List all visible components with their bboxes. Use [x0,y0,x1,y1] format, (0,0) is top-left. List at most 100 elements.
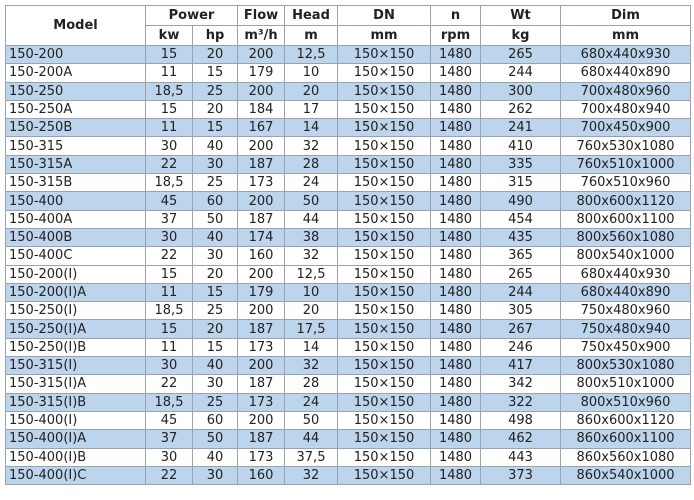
cell-hp: 50 [192,429,238,449]
cell-kw: 22 [145,374,193,394]
cell-model: 150-315(I)B [5,392,146,412]
cell-head: 24 [284,392,338,412]
cell-dim: 750x480x960 [560,301,691,321]
cell-model: 150-315 [5,136,146,156]
cell-kw: 22 [145,246,193,266]
cell-dn: 150×150 [337,410,431,431]
cell-flow: 187 [237,429,285,449]
table-row: 150-400 45 60 200 50 150×150 1480 490 800x600x11… [5,191,691,211]
cell-hp: 25 [192,301,238,321]
cell-flow: 174 [237,227,285,248]
cell-dim: 680x440x890 [560,282,691,303]
cell-dn: 150×150 [337,246,431,266]
cell-weight: 342 [480,374,561,394]
header-speed: n [430,5,481,26]
cell-dn: 150×150 [337,154,431,175]
cell-flow: 173 [237,337,285,358]
cell-hp: 30 [192,246,238,266]
cell-hp: 25 [192,173,238,193]
header-dim: Dim [560,5,691,26]
table-row: 150-400(I)A 37 50 187 44 150×150 1480 462 860x60… [5,429,691,449]
cell-dn: 150×150 [337,465,431,486]
cell-flow: 200 [237,301,285,321]
cell-flow: 200 [237,191,285,211]
cell-weight: 300 [480,81,561,101]
cell-model: 150-200 [5,44,146,65]
cell-dn: 150×150 [337,99,431,120]
table-row: 150-400(I)C 22 30 160 32 150×150 1480 373 860x54… [5,465,691,486]
cell-hp: 15 [192,282,238,303]
cell-flow: 179 [237,282,285,303]
cell-dim: 680x440x930 [560,44,691,65]
cell-head: 14 [284,118,338,138]
cell-head: 10 [284,282,338,303]
cell-head: 32 [284,136,338,156]
table-row: 150-315(I)A 22 30 187 28 150×150 1480 342 800x51… [5,374,691,394]
cell-kw: 22 [145,154,193,175]
cell-model: 150-200(I)A [5,282,146,303]
cell-rpm: 1480 [430,374,481,394]
cell-dn: 150×150 [337,227,431,248]
cell-flow: 173 [237,173,285,193]
unit-dn: mm [337,25,431,46]
cell-dn: 150×150 [337,63,431,83]
table-row: 150-400C 22 30 160 32 150×150 1480 365 800x540x1… [5,246,691,266]
cell-dim: 760x510x1000 [560,154,691,175]
cell-dim: 680x440x890 [560,63,691,83]
header-row-units: kw hp m³/h m mm rpm kg mm [6,25,691,46]
unit-rpm: rpm [430,25,481,46]
table-row: 150-315B 18,5 25 173 24 150×150 1480 315 760x510… [5,173,691,193]
cell-kw: 18,5 [145,173,193,193]
cell-kw: 15 [145,44,193,65]
cell-weight: 246 [480,337,561,358]
cell-dn: 150×150 [337,392,431,412]
cell-weight: 322 [480,392,561,412]
cell-weight: 262 [480,99,561,120]
cell-model: 150-400C [5,246,146,266]
cell-dim: 750x450x900 [560,337,691,358]
cell-flow: 187 [237,374,285,394]
cell-weight: 265 [480,264,561,284]
cell-rpm: 1480 [430,44,481,65]
cell-hp: 25 [192,392,238,412]
table-body: 150-200 15 20 200 12,5 150×150 1480 265 680x440x… [5,44,691,486]
cell-flow: 200 [237,136,285,156]
table-row: 150-200(I)A 11 15 179 10 150×150 1480 244 680x44… [5,282,691,303]
cell-head: 17 [284,99,338,120]
table-row: 150-250B 11 15 167 14 150×150 1480 241 700x450x9… [5,118,691,138]
cell-kw: 30 [145,136,193,156]
cell-rpm: 1480 [430,136,481,156]
cell-rpm: 1480 [430,173,481,193]
cell-dim: 680x440x930 [560,264,691,284]
cell-dn: 150×150 [337,264,431,284]
cell-model: 150-315A [5,154,146,175]
cell-weight: 244 [480,282,561,303]
cell-dim: 700x450x900 [560,118,691,138]
cell-rpm: 1480 [430,209,481,229]
cell-rpm: 1480 [430,227,481,248]
cell-flow: 187 [237,209,285,229]
cell-model: 150-400A [5,209,146,229]
unit-kg: kg [480,25,561,46]
cell-model: 150-400 [5,191,146,211]
cell-rpm: 1480 [430,81,481,101]
cell-kw: 30 [145,356,193,376]
cell-model: 150-250(I) [5,301,146,321]
unit-head: m [284,25,338,46]
cell-weight: 305 [480,301,561,321]
unit-dim: mm [560,25,691,46]
cell-rpm: 1480 [430,191,481,211]
cell-flow: 200 [237,264,285,284]
cell-dn: 150×150 [337,356,431,376]
table-row: 150-250A 15 20 184 17 150×150 1480 262 700x480x9… [5,99,691,120]
unit-kw: kw [145,25,193,46]
cell-rpm: 1480 [430,63,481,83]
cell-dn: 150×150 [337,118,431,138]
cell-dn: 150×150 [337,191,431,211]
cell-model: 150-250B [5,118,146,138]
cell-kw: 15 [145,99,193,120]
table-row: 150-315(I)B 18,5 25 173 24 150×150 1480 322 800x… [5,392,691,412]
cell-kw: 37 [145,209,193,229]
cell-hp: 15 [192,63,238,83]
cell-dn: 150×150 [337,136,431,156]
